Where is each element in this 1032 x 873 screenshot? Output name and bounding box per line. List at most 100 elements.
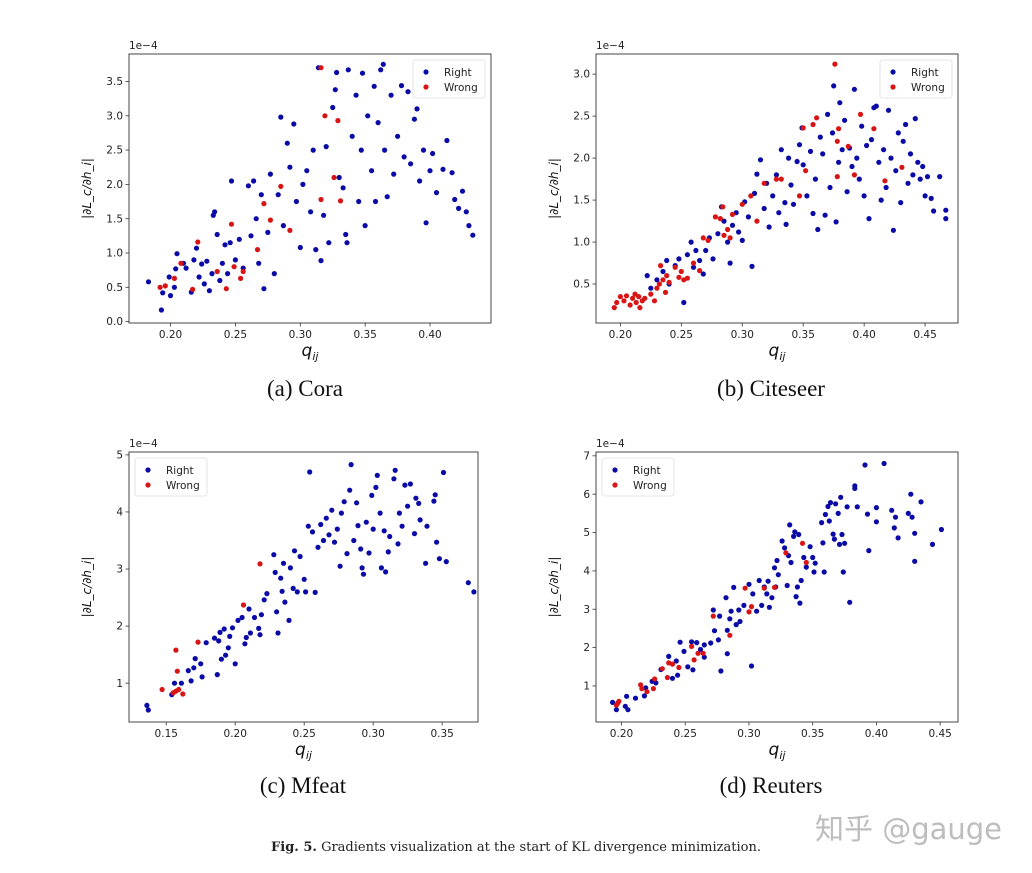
data-point-right — [232, 661, 238, 667]
legend-marker-right — [423, 69, 429, 75]
data-point-right — [344, 551, 350, 557]
data-point-right — [414, 106, 420, 112]
x-axis-label: qij — [769, 341, 787, 363]
data-point-wrong — [652, 676, 658, 682]
data-point-right — [251, 614, 258, 621]
data-point-wrong — [748, 193, 754, 199]
data-point-right — [866, 548, 872, 554]
data-point-right — [365, 113, 371, 119]
data-point-wrong — [748, 604, 755, 610]
data-point-right — [756, 577, 762, 584]
scatter-plot-a: 0.20 0.25 0.30 0.35 0.40 0.0 0.5 1.0 1.5 2.0 2.5 3.… — [80, 40, 492, 363]
y-tick-label: 7 — [583, 450, 590, 462]
data-point-right — [211, 635, 218, 641]
data-point-right — [864, 511, 871, 517]
data-point-right — [305, 523, 311, 529]
x-tick-label: 0.25 — [670, 329, 693, 341]
series-wrong — [613, 540, 809, 708]
data-point-right — [300, 181, 306, 187]
x-tick-label: 0.35 — [801, 728, 824, 740]
data-point-right — [775, 572, 781, 578]
data-point-wrong — [678, 268, 684, 275]
data-point-wrong — [335, 118, 341, 124]
data-point-right — [750, 591, 756, 597]
data-point-right — [223, 652, 229, 658]
data-point-right — [358, 546, 364, 552]
data-point-right — [323, 515, 329, 521]
data-point-right — [625, 707, 631, 713]
data-point-right — [701, 642, 707, 648]
x-axis-label-subscript: ij — [779, 350, 786, 363]
legend-box — [134, 457, 208, 497]
data-point-right — [861, 193, 867, 199]
data-point-wrong — [171, 275, 177, 281]
data-point-right — [185, 668, 191, 674]
data-point-right — [836, 541, 843, 548]
data-point-right — [721, 218, 727, 224]
legend-label-right: Right — [911, 67, 939, 79]
data-point-right — [436, 556, 442, 562]
legend-marker-wrong — [890, 84, 896, 90]
data-point-right — [378, 565, 384, 571]
data-point-right — [280, 223, 286, 229]
data-point-wrong — [627, 302, 633, 308]
data-point-right — [214, 672, 220, 678]
data-point-wrong — [240, 602, 247, 608]
data-point-right — [301, 576, 307, 582]
data-point-wrong — [697, 268, 703, 274]
axes-frame — [128, 451, 479, 723]
data-point-wrong — [331, 174, 337, 181]
data-point-wrong — [658, 263, 664, 269]
y-axis-label: |∂L_c/∂h_i| — [80, 557, 94, 618]
data-point-right — [778, 147, 784, 153]
data-point-right — [664, 257, 670, 264]
data-point-right — [739, 237, 745, 243]
data-point-right — [766, 224, 772, 230]
data-point-right — [708, 640, 714, 646]
data-point-wrong — [796, 193, 803, 199]
data-point-wrong — [659, 666, 665, 672]
x-axis-label-subscript: ij — [779, 749, 786, 762]
data-point-right — [287, 565, 293, 571]
y-tick-label: 2.0 — [106, 179, 123, 191]
data-point-right — [862, 462, 868, 468]
data-point-right — [256, 625, 262, 632]
data-point-right — [199, 674, 205, 680]
data-point-right — [243, 634, 249, 641]
legend: Right Wrong — [412, 59, 486, 99]
x-tick-label: 0.25 — [292, 728, 315, 740]
y-tick-label: 0.0 — [106, 316, 123, 328]
data-point-right — [312, 589, 318, 596]
data-point-right — [388, 92, 394, 98]
data-point-right — [798, 577, 804, 584]
data-point-wrong — [176, 686, 182, 693]
data-point-wrong — [845, 143, 851, 149]
data-point-right — [783, 221, 789, 227]
data-point-wrong — [684, 275, 691, 281]
axes-frame — [595, 53, 959, 324]
data-point-right — [673, 658, 679, 664]
data-point-wrong — [721, 232, 727, 238]
data-point-right — [924, 174, 931, 180]
data-point-right — [351, 537, 357, 544]
data-point-right — [648, 285, 654, 291]
data-point-right — [856, 176, 862, 182]
data-point-right — [688, 239, 694, 245]
x-tick-label: 0.35 — [430, 728, 453, 740]
data-point-wrong — [637, 305, 643, 311]
data-point-wrong — [771, 584, 778, 591]
legend-box — [879, 59, 953, 99]
data-point-right — [864, 142, 870, 149]
y-axis-label: |∂L_c/∂h_i| — [547, 557, 561, 618]
data-point-right — [196, 274, 202, 280]
y-tick-label: 5 — [583, 527, 590, 539]
data-point-right — [910, 172, 916, 178]
data-point-wrong — [642, 295, 648, 301]
y-tick-label: 1.0 — [573, 237, 590, 249]
data-point-right — [323, 144, 329, 150]
data-point-right — [377, 510, 383, 516]
caption-a: (a) Cora — [267, 376, 343, 401]
data-point-right — [331, 539, 338, 545]
data-point-right — [811, 569, 817, 575]
data-point-wrong — [729, 211, 736, 217]
